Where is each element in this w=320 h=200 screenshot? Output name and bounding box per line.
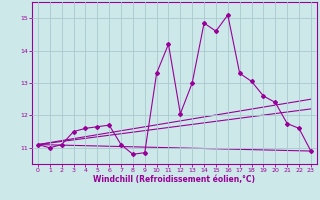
X-axis label: Windchill (Refroidissement éolien,°C): Windchill (Refroidissement éolien,°C) — [93, 175, 255, 184]
